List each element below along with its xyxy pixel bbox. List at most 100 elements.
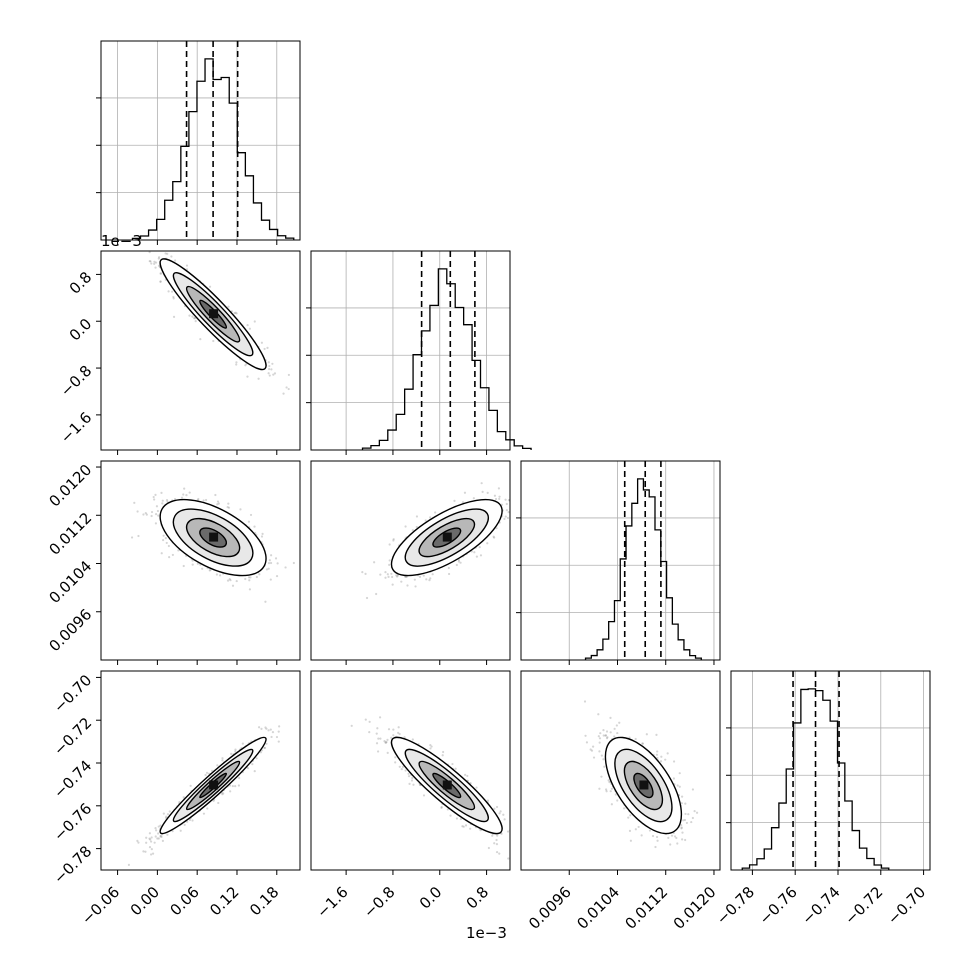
sample-point [361, 571, 364, 574]
sample-point [231, 784, 234, 788]
sample-point [392, 538, 395, 541]
sample-point [387, 575, 390, 578]
sample-point [150, 514, 153, 518]
sample-point [235, 363, 238, 366]
sample-point [678, 785, 681, 788]
sample-point [182, 564, 185, 568]
sample-point [233, 311, 236, 315]
sample-point [174, 259, 177, 262]
scatter-panel-4-2 [310, 670, 528, 871]
sample-point [150, 510, 154, 514]
axes-frame [100, 670, 301, 871]
sample-point [165, 499, 169, 502]
sample-point [212, 799, 215, 802]
sample-point [145, 513, 148, 516]
sample-point [270, 735, 273, 739]
sample-point [154, 261, 158, 264]
sample-point [157, 514, 160, 517]
sample-point [157, 264, 161, 267]
sample-point [171, 553, 174, 557]
sample-point [275, 735, 279, 739]
sample-point [464, 824, 468, 827]
sample-point [392, 539, 395, 542]
axes-frame [100, 250, 301, 451]
sample-point [263, 746, 266, 750]
sample-point [418, 575, 422, 578]
sample-point [145, 836, 148, 839]
sample-point [680, 826, 683, 829]
sample-point [511, 833, 513, 835]
sample-point [193, 317, 196, 320]
sample-point [172, 315, 176, 318]
sample-point [446, 808, 449, 811]
sample-point [231, 584, 235, 587]
sample-point [253, 525, 256, 528]
sample-point [676, 784, 679, 787]
sample-point [260, 727, 263, 730]
sample-point [395, 574, 398, 577]
sample-point [493, 807, 496, 810]
sample-point [479, 829, 482, 832]
sample-point [455, 563, 458, 567]
sample-point [133, 501, 136, 504]
sample-point [350, 724, 353, 727]
sample-point [150, 836, 153, 839]
sample-point [248, 327, 251, 330]
sample-point [234, 311, 237, 314]
sample-point [429, 747, 432, 750]
sample-point [493, 536, 496, 539]
sample-point [475, 555, 479, 558]
sample-point [167, 290, 170, 293]
sample-point [479, 554, 483, 557]
sample-point [285, 386, 288, 389]
sample-point [404, 769, 407, 772]
panel-content [583, 700, 699, 849]
sample-point [415, 515, 419, 518]
sample-point [514, 499, 516, 501]
sample-point [656, 750, 659, 753]
sample-point [227, 305, 230, 308]
sample-point [270, 554, 273, 557]
sample-point [152, 495, 155, 499]
sample-point [461, 825, 464, 828]
sample-point [237, 784, 241, 787]
sample-point [656, 839, 659, 842]
sample-point [495, 850, 499, 854]
sample-point [379, 573, 382, 576]
sample-point [239, 508, 242, 511]
sample-point [164, 536, 167, 540]
sample-point [168, 556, 171, 559]
sample-point [388, 543, 391, 546]
histogram-panel-4 [726, 670, 931, 871]
sample-point [615, 724, 618, 727]
contour-line [159, 258, 267, 371]
sample-point [154, 493, 157, 496]
sample-point [162, 534, 165, 537]
sample-point [148, 846, 152, 849]
sample-point [391, 583, 394, 586]
sample-point [202, 499, 205, 502]
sample-point [384, 741, 388, 744]
sample-point [526, 844, 528, 846]
contour-line [418, 760, 476, 811]
sample-point [526, 496, 528, 498]
sample-point [407, 775, 411, 778]
sample-point [229, 579, 232, 582]
sample-point [377, 737, 380, 740]
sample-point [397, 726, 400, 729]
sample-point [608, 780, 611, 784]
sample-point [584, 734, 587, 737]
sample-point [277, 740, 280, 743]
sample-point [215, 573, 218, 576]
sample-point [398, 732, 401, 736]
sample-point [164, 252, 167, 255]
sample-point [609, 716, 612, 719]
sample-point [271, 362, 274, 365]
sample-point [153, 260, 156, 263]
sample-point [144, 511, 147, 515]
sample-point [600, 775, 603, 778]
sample-point [160, 491, 163, 494]
sample-point [384, 741, 387, 744]
panel-content [130, 487, 295, 603]
sample-point [263, 347, 266, 351]
